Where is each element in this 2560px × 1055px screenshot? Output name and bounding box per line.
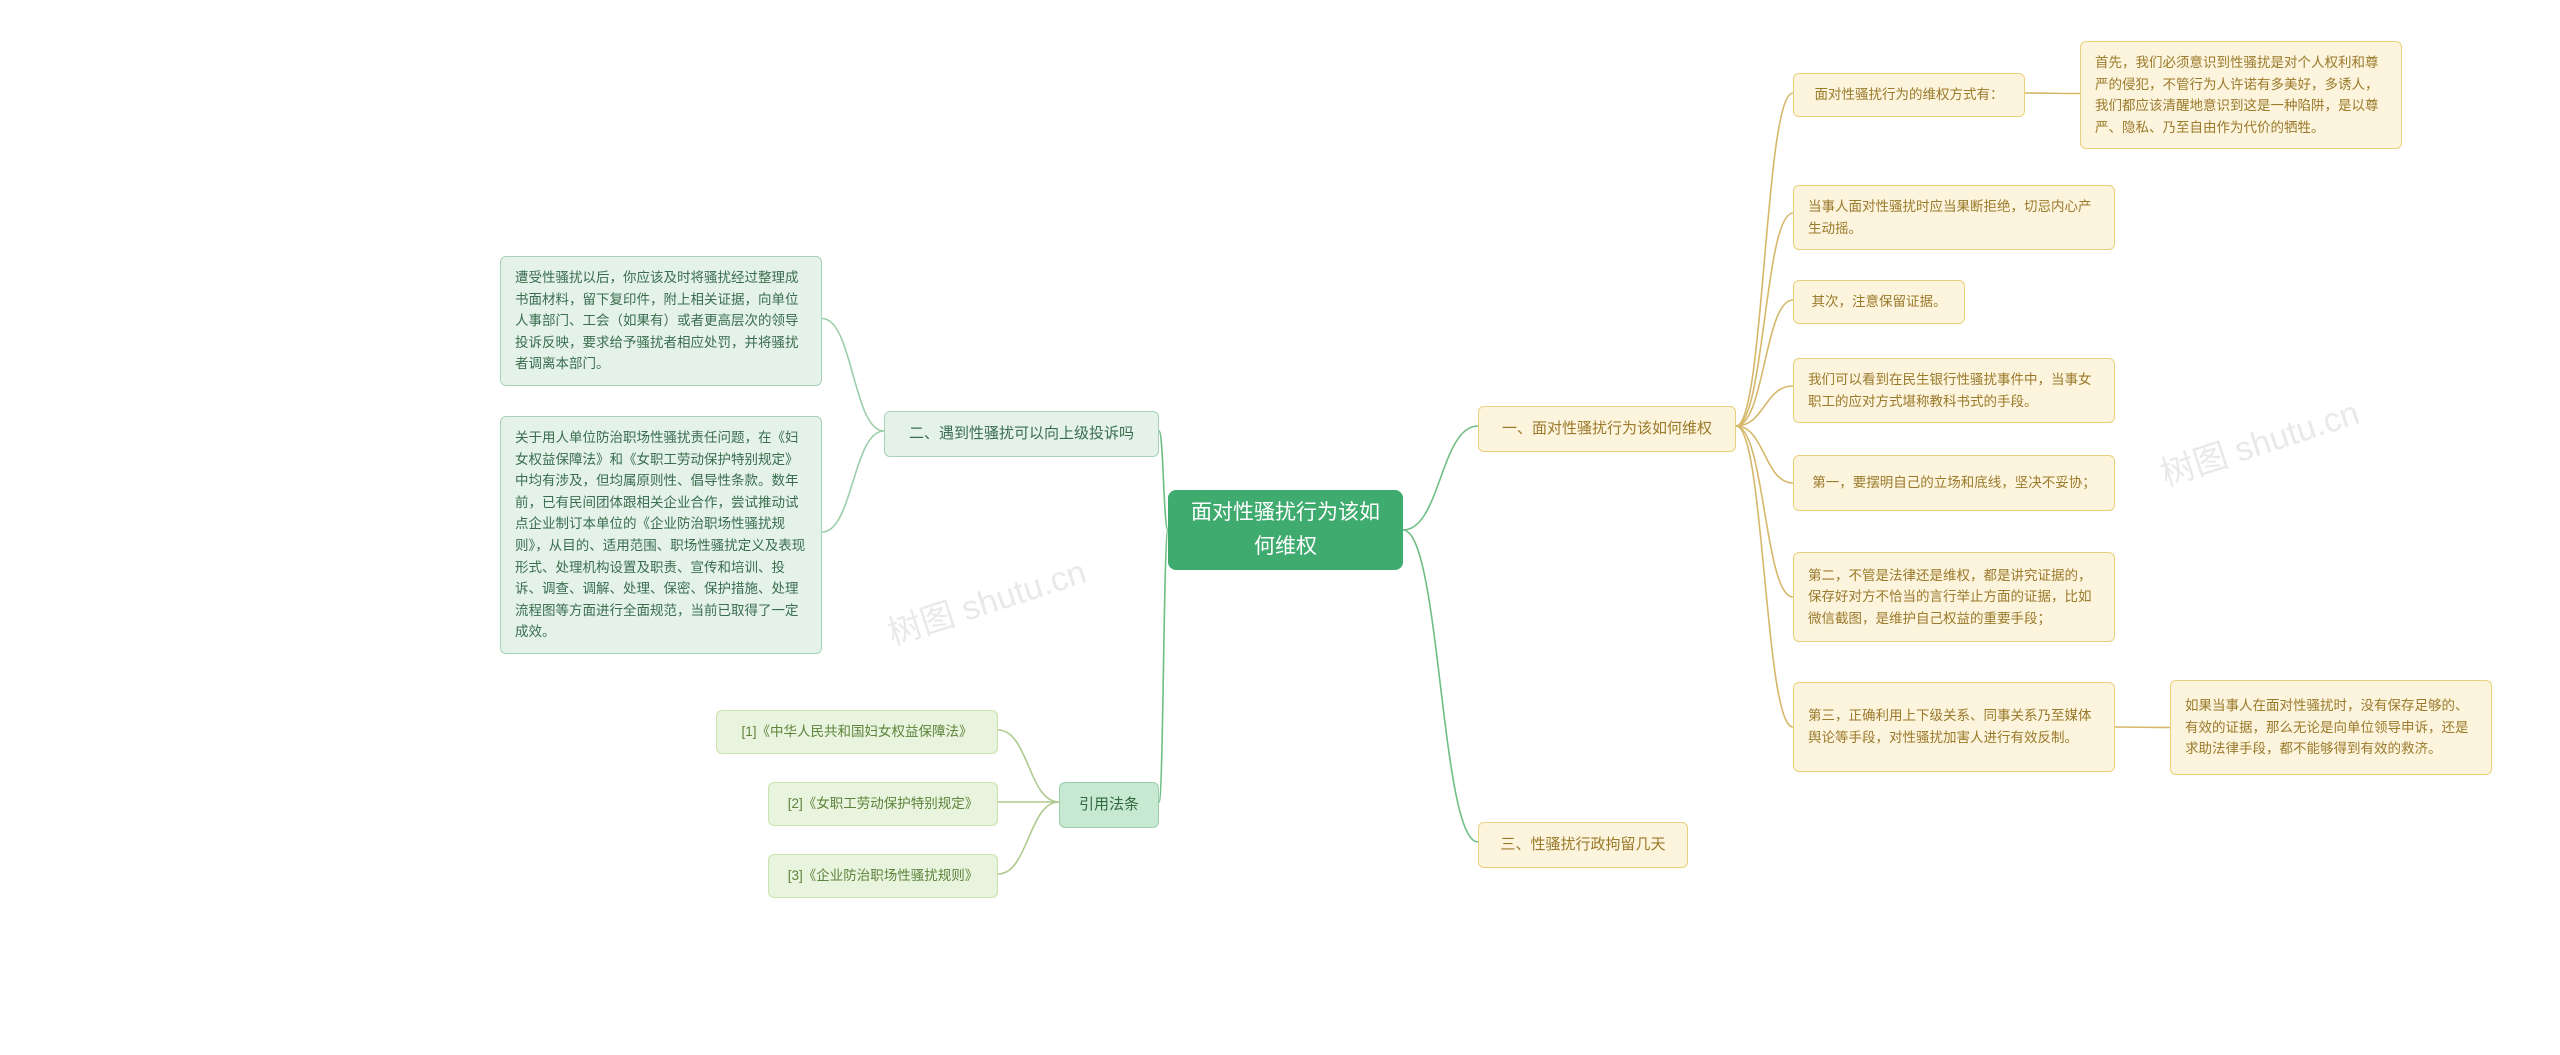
mindmap-node: [3]《企业防治职场性骚扰规则》	[768, 854, 998, 898]
root-node: 面对性骚扰行为该如何维权	[1168, 490, 1403, 570]
mindmap-node: [2]《女职工劳动保护特别规定》	[768, 782, 998, 826]
mindmap-node: 其次，注意保留证据。	[1793, 280, 1965, 324]
mindmap-node: 一、面对性骚扰行为该如何维权	[1478, 406, 1736, 452]
mindmap-node: 引用法条	[1059, 782, 1159, 828]
mindmap-node: 关于用人单位防治职场性骚扰责任问题，在《妇女权益保障法》和《女职工劳动保护特别规…	[500, 416, 822, 654]
mindmap-node: [1]《中华人民共和国妇女权益保障法》	[716, 710, 998, 754]
mindmap-node: 当事人面对性骚扰时应当果断拒绝，切忌内心产生动摇。	[1793, 185, 2115, 250]
watermark-1: 树图 shutu.cn	[880, 544, 1091, 654]
mindmap-node: 第三，正确利用上下级关系、同事关系乃至媒体舆论等手段，对性骚扰加害人进行有效反制…	[1793, 682, 2115, 772]
mindmap-node: 第二，不管是法律还是维权，都是讲究证据的，保存好对方不恰当的言行举止方面的证据，…	[1793, 552, 2115, 642]
mindmap-node: 二、遇到性骚扰可以向上级投诉吗	[884, 411, 1159, 457]
mindmap-node: 面对性骚扰行为的维权方式有：	[1793, 73, 2025, 117]
mindmap-node: 三、性骚扰行政拘留几天	[1478, 822, 1688, 868]
mindmap-node: 如果当事人在面对性骚扰时，没有保存足够的、有效的证据，那么无论是向单位领导申诉，…	[2170, 680, 2492, 775]
mindmap-node: 首先，我们必须意识到性骚扰是对个人权利和尊严的侵犯，不管行为人许诺有多美好，多诱…	[2080, 41, 2402, 149]
mindmap-node: 我们可以看到在民生银行性骚扰事件中，当事女职工的应对方式堪称教科书式的手段。	[1793, 358, 2115, 423]
mindmap-node: 第一，要摆明自己的立场和底线，坚决不妥协；	[1793, 455, 2115, 511]
watermark-2: 树图 shutu.cn	[2153, 385, 2364, 495]
mindmap-node: 遭受性骚扰以后，你应该及时将骚扰经过整理成书面材料，留下复印件，附上相关证据，向…	[500, 256, 822, 386]
